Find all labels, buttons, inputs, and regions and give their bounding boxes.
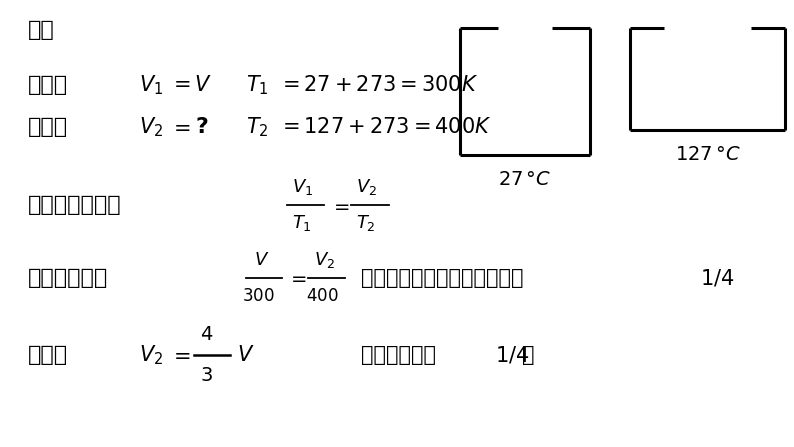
Text: $400$: $400$: [306, 287, 338, 305]
Text: $27\,\degree C$: $27\,\degree C$: [499, 170, 552, 189]
Text: $V_2$: $V_2$: [139, 115, 163, 139]
Text: $V_2$: $V_2$: [314, 250, 335, 270]
Text: $T_2$: $T_2$: [356, 213, 376, 233]
Text: $V_1$: $V_1$: [139, 73, 163, 97]
Text: $=$: $=$: [287, 269, 307, 287]
Text: $T_1$: $T_1$: [292, 213, 312, 233]
Text: $V$: $V$: [254, 251, 269, 269]
Text: $V_1$: $V_1$: [292, 177, 314, 197]
Text: $127\,\degree C$: $127\,\degree C$: [675, 145, 740, 164]
Text: $=127+273=400K$: $=127+273=400K$: [278, 117, 491, 137]
Text: 。: 。: [522, 345, 535, 365]
Text: $1/4$: $1/4$: [495, 345, 529, 366]
Text: 初态：: 初态：: [28, 75, 68, 95]
Text: 解：: 解：: [28, 20, 55, 40]
Text: $3$: $3$: [200, 366, 213, 384]
Text: $V$: $V$: [237, 345, 254, 365]
Text: $300$: $300$: [242, 287, 275, 305]
Text: $=27+273=300K$: $=27+273=300K$: [278, 75, 478, 95]
Text: $=$: $=$: [330, 195, 349, 215]
Text: 代入数据得：: 代入数据得：: [28, 268, 108, 288]
Text: $\mathit{\mathbf{?}}$: $\mathit{\mathbf{?}}$: [195, 117, 208, 137]
Text: $4$: $4$: [200, 325, 214, 344]
Text: 等压变化，根据: 等压变化，根据: [28, 195, 121, 215]
Text: $=V$: $=V$: [169, 75, 212, 95]
Text: $V_2$: $V_2$: [356, 177, 377, 197]
Text: $T_2$: $T_2$: [246, 115, 268, 139]
Text: $=$: $=$: [169, 345, 191, 365]
Text: $1/4$: $1/4$: [700, 267, 734, 288]
Text: 解得：: 解得：: [28, 345, 68, 365]
Text: 末态：: 末态：: [28, 117, 68, 137]
Text: $T_1$: $T_1$: [246, 73, 268, 97]
Text: $=$: $=$: [169, 117, 191, 137]
Text: $V_2$: $V_2$: [139, 343, 163, 367]
Text: 所以溢出的部分只占总体及大: 所以溢出的部分只占总体及大: [361, 268, 524, 288]
Text: 那质量就也是: 那质量就也是: [361, 345, 436, 365]
